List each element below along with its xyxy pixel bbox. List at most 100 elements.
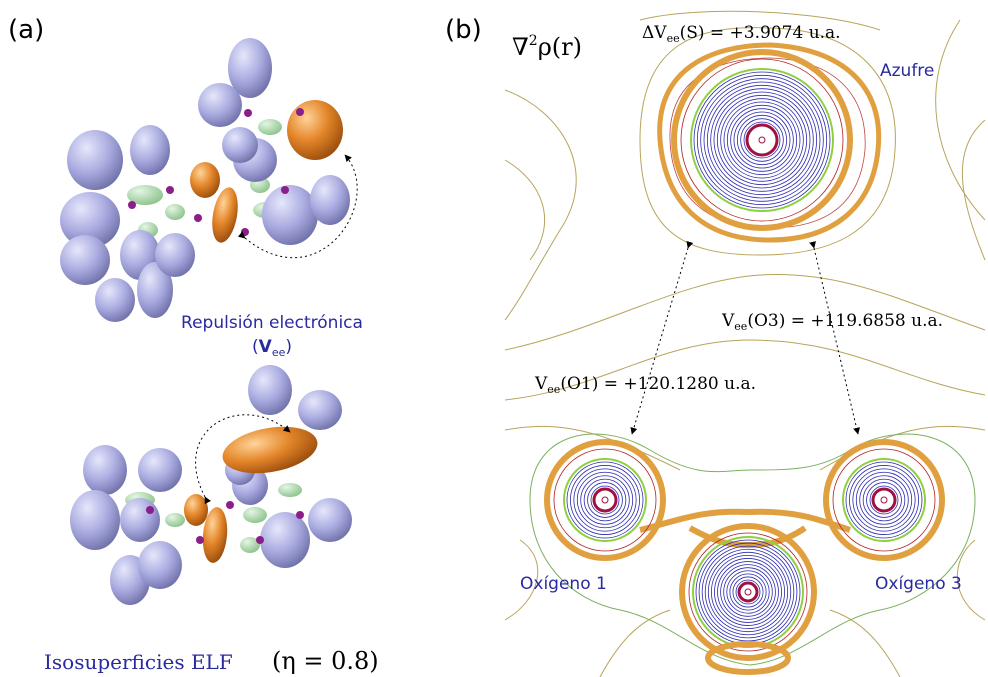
- nucleus: [737, 581, 759, 603]
- contour-green: [692, 536, 804, 648]
- contour-blue: [693, 71, 831, 209]
- arrow: [195, 414, 291, 505]
- contour-blue: [707, 551, 789, 633]
- symbol: ΔV: [642, 23, 667, 43]
- contour-blue: [716, 94, 808, 186]
- contour-blue: [740, 118, 784, 162]
- elf-basin-lavender: [222, 127, 258, 163]
- atom: [146, 506, 154, 514]
- contour-blue: [729, 573, 767, 611]
- elf-basin-lavender: [198, 83, 242, 127]
- panel-label: (b): [445, 15, 482, 45]
- symbol: V: [259, 337, 273, 357]
- contour-green: [690, 68, 834, 212]
- contour-blue: [587, 482, 623, 518]
- elf-basin-lavender: [248, 365, 292, 415]
- contour: [504, 89, 577, 321]
- contour-blue: [726, 570, 770, 614]
- elf-basin-lavender: [155, 233, 195, 277]
- atom: [241, 228, 249, 236]
- atom: [281, 186, 289, 194]
- contour: [956, 539, 986, 621]
- annotation: ΔVee(S) = +3.9074 u.a.: [642, 23, 841, 45]
- contour: [504, 539, 539, 621]
- contour-blue: [726, 104, 798, 176]
- contour-orange: [544, 439, 666, 561]
- contour-blue: [696, 74, 828, 206]
- contour-blue: [704, 548, 792, 636]
- contour-blue: [714, 558, 782, 626]
- contour-blue: [849, 465, 919, 535]
- contour-blue: [736, 114, 788, 166]
- contour-red: [832, 448, 936, 552]
- atom: [296, 511, 304, 519]
- contour-orange: [823, 439, 945, 561]
- paren: (: [252, 337, 259, 357]
- arrow: [630, 240, 694, 435]
- contour: [961, 119, 986, 261]
- title-rest: ρ(r): [538, 33, 582, 61]
- contour-blue: [583, 478, 627, 522]
- panel-b: [504, 10, 986, 677]
- subscript: ee: [547, 383, 560, 396]
- contour-blue: [710, 554, 786, 630]
- atom: [128, 201, 136, 209]
- atom: [244, 109, 252, 117]
- contour-blue: [570, 465, 640, 535]
- elf-basin-lavender: [95, 278, 135, 322]
- contour-blue: [743, 121, 781, 159]
- atom-label: Azufre: [880, 61, 934, 81]
- elf-basin-lavender: [120, 498, 160, 542]
- contour-orange: [657, 42, 882, 243]
- elf-basin-lavender: [260, 512, 310, 568]
- panel-title: ∇2ρ(r): [512, 33, 582, 61]
- elf-basin-green: [278, 483, 302, 497]
- contour-blue: [566, 461, 644, 539]
- elf-basin-orange: [202, 507, 228, 563]
- elf-basin-lavender: [60, 192, 120, 248]
- atom: [256, 536, 264, 544]
- elf-basin-lavender: [310, 175, 350, 225]
- elf-basin-lavender: [83, 445, 127, 495]
- subscript: ee: [734, 320, 747, 333]
- contour-blue: [713, 91, 811, 189]
- elf-basin-orange: [212, 187, 238, 243]
- subscript: ee: [272, 346, 286, 359]
- elf-basin-green: [165, 513, 185, 527]
- elf-basin-lavender: [262, 185, 318, 245]
- contour-blue: [735, 579, 761, 605]
- panel-a: [60, 38, 358, 605]
- contour-blue: [720, 564, 776, 620]
- superscript: 2: [529, 33, 538, 49]
- nucleus-core: [758, 136, 766, 144]
- arrow: [809, 241, 860, 435]
- value: (O3) = +119.6858 u.a.: [747, 311, 943, 331]
- contour-blue: [706, 84, 818, 196]
- elf-basin-green: [127, 185, 163, 205]
- title-base: ∇: [512, 33, 529, 61]
- paren: ): [285, 337, 292, 357]
- contour-blue: [733, 111, 791, 169]
- contour-red: [553, 448, 657, 552]
- annotation: Vee(O1) = +120.1280 u.a.: [534, 374, 756, 396]
- contour-blue: [732, 576, 764, 608]
- atom: [194, 214, 202, 222]
- atom-label: Oxígeno 1: [520, 574, 607, 594]
- contour-blue: [730, 108, 794, 172]
- atom: [226, 501, 234, 509]
- atom: [166, 186, 174, 194]
- contour-orange: [705, 641, 791, 675]
- elf-basin-lavender: [308, 498, 352, 542]
- elf-basin-green: [258, 119, 282, 135]
- contour-green: [842, 458, 926, 542]
- contour: [599, 609, 901, 677]
- contour-blue: [576, 471, 634, 529]
- contour-blue: [866, 482, 902, 518]
- elf-basin-lavender: [130, 125, 170, 175]
- contour-blue: [845, 461, 923, 539]
- atom: [196, 536, 204, 544]
- elf-basin-lavender: [228, 38, 272, 98]
- contour-blue: [852, 468, 916, 532]
- nucleus-core: [601, 496, 609, 504]
